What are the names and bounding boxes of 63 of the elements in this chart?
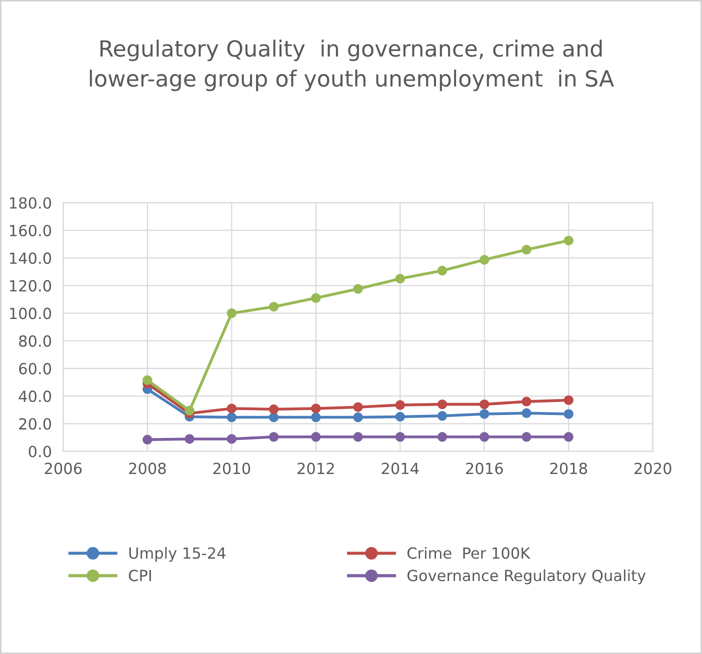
x-tick-label: 2012 <box>298 462 334 474</box>
point <box>437 266 448 276</box>
y-tick-label: 20.0 <box>19 418 52 430</box>
point <box>437 432 448 442</box>
point <box>437 411 448 421</box>
point <box>353 402 363 412</box>
x-tick-label: 2010 <box>213 462 250 474</box>
point <box>353 284 363 294</box>
y-tick-label: 40.0 <box>18 390 52 402</box>
y-tick-label: 60.0 <box>19 362 52 374</box>
point <box>564 236 574 246</box>
point <box>522 432 532 442</box>
point <box>480 409 490 419</box>
point <box>353 412 363 422</box>
x-tick-label: 2020 <box>634 462 672 474</box>
y-tick-label: 160.0 <box>10 224 52 236</box>
x-tick-label: 2006 <box>44 462 82 474</box>
x-tick-label: 2018 <box>550 462 588 474</box>
point <box>142 434 152 445</box>
y-tick-label: 140.0 <box>10 252 52 264</box>
point <box>353 432 363 442</box>
point <box>480 432 490 442</box>
legend-label: Governance Regulatory Quality <box>407 569 646 584</box>
point <box>268 404 279 414</box>
y-tick-label: 80.0 <box>19 335 52 347</box>
point <box>268 302 279 312</box>
y-tick-label: 120.0 <box>10 280 52 292</box>
point <box>226 404 237 414</box>
point <box>311 412 321 422</box>
point <box>184 434 194 444</box>
point <box>268 432 279 442</box>
point <box>395 412 405 422</box>
point <box>522 244 532 255</box>
point <box>142 375 152 386</box>
point <box>311 404 321 414</box>
point <box>395 432 405 442</box>
legend-label: Umply 15-24 <box>129 547 226 562</box>
point <box>564 395 574 406</box>
point <box>311 432 321 442</box>
y-tick-label: 100.0 <box>10 308 52 320</box>
point <box>395 400 405 410</box>
y-tick-label: 0.0 <box>28 446 52 458</box>
legend-label: Crime Per 100K <box>407 547 530 559</box>
point <box>564 409 574 419</box>
point <box>268 412 279 422</box>
point <box>311 293 321 303</box>
point <box>437 399 448 410</box>
legend-label: CPI <box>128 570 151 582</box>
point <box>522 408 532 418</box>
x-tick-label: 2014 <box>382 462 419 474</box>
y-tick-label: 180.0 <box>10 197 52 209</box>
x-tick-label: 2016 <box>466 462 503 474</box>
point <box>480 254 490 265</box>
x-tick-label: 2008 <box>129 462 166 474</box>
point <box>226 434 237 444</box>
point <box>480 399 490 410</box>
point <box>226 308 237 318</box>
point <box>564 432 574 442</box>
point <box>522 396 532 406</box>
point <box>184 406 194 416</box>
chart-title: Regulatory Quality in governance, crime and lower-age group of youth unemployment in SA <box>90 40 614 92</box>
point <box>226 412 237 422</box>
point <box>395 274 405 284</box>
